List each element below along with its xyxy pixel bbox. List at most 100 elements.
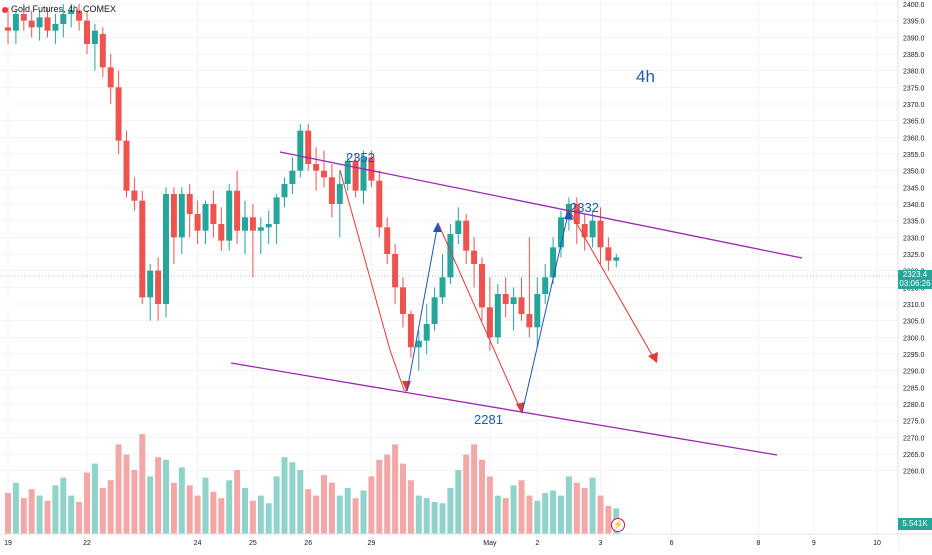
volume-bar — [107, 480, 114, 534]
candle-body — [178, 194, 185, 238]
volume-bar — [479, 459, 485, 534]
volume-bar — [234, 470, 241, 534]
candle-body — [518, 297, 525, 314]
price-tick-label: 2275.0 — [903, 419, 925, 426]
candle-body — [194, 214, 201, 231]
time-axis-panel[interactable] — [0, 534, 898, 550]
status-dot-icon — [2, 6, 8, 13]
symbol-header[interactable]: Gold Futures, 4h, COMEX — [2, 4, 116, 14]
price-tick-label: 2260.0 — [903, 469, 925, 476]
candle-body — [139, 200, 146, 298]
bolt-icon[interactable]: ⚡ — [611, 518, 625, 532]
volume-bar — [463, 454, 470, 534]
price-tick-label: 2285.0 — [903, 385, 925, 392]
candle-body — [273, 197, 280, 224]
candle-body — [99, 34, 106, 68]
volume-bar — [147, 476, 154, 534]
down-arrow-path-1[interactable] — [339, 169, 408, 392]
volume-bar — [297, 470, 304, 534]
volume-bar — [289, 462, 296, 534]
candles — [5, 4, 620, 371]
price-tick-label: 2330.0 — [903, 235, 925, 242]
volume-bar — [605, 505, 612, 534]
volume-bar — [352, 498, 359, 534]
candle-body — [447, 234, 454, 278]
candle-body — [550, 247, 557, 278]
candle-body — [439, 277, 446, 298]
candle-body — [352, 160, 359, 191]
last-price-tag: 2323.4 03:06:26 — [898, 270, 932, 289]
channel-lower-line[interactable] — [230, 362, 778, 456]
candle-body — [360, 157, 367, 191]
price-tick-label: 2290.0 — [903, 369, 925, 376]
price-axis-panel[interactable] — [898, 0, 932, 534]
volume-bar — [502, 498, 509, 534]
candle-body — [123, 140, 130, 191]
candle-body — [249, 217, 256, 231]
candle-body — [526, 314, 533, 328]
volume-bar — [210, 491, 217, 534]
volume-bar — [407, 480, 414, 534]
candle-body — [336, 184, 343, 204]
candle-body — [479, 264, 485, 308]
volume-bar — [597, 495, 604, 534]
time-tick-label: May — [483, 540, 497, 547]
volume-bar — [60, 477, 67, 534]
volume-bar — [550, 490, 557, 534]
volume-bar — [368, 476, 375, 534]
candle-body — [589, 220, 596, 238]
last-price-value: 2323.4 — [902, 270, 928, 279]
volume-bar — [313, 495, 320, 534]
volume-bar — [265, 503, 272, 534]
arrowhead-down-3 — [648, 352, 658, 363]
volume-bar — [163, 459, 169, 534]
volume-bar — [573, 482, 580, 534]
time-tick-label: 2 — [535, 540, 539, 547]
candle-body — [415, 340, 422, 348]
volume-tag: 5.541K — [898, 518, 932, 530]
candle-body — [613, 257, 620, 261]
price-tick-label: 2365.0 — [903, 119, 925, 126]
candle-body — [463, 220, 470, 251]
volume-bar — [178, 467, 185, 534]
price-tick-label: 2305.0 — [903, 319, 925, 326]
up-arrow-path-1[interactable] — [406, 222, 439, 392]
price-tick-label: 2335.0 — [903, 219, 925, 226]
candle-body — [265, 224, 272, 228]
candle-body — [5, 27, 11, 31]
candle-body — [210, 204, 217, 224]
candle-body — [305, 130, 312, 164]
price-tick-label: 2375.0 — [903, 85, 925, 92]
volume-bar — [115, 444, 122, 534]
volume-bar — [376, 459, 383, 534]
bar-countdown: 03:06:26 — [899, 279, 931, 288]
time-tick-label: 24 — [194, 540, 202, 547]
channel-upper-line[interactable] — [279, 151, 803, 259]
price-tick-label: 2310.0 — [903, 302, 925, 309]
down-arrow-path-3[interactable] — [568, 209, 657, 363]
candle-body — [542, 277, 549, 294]
volume-bar — [28, 489, 35, 534]
volume-bar — [384, 454, 391, 534]
candle-body — [344, 160, 351, 184]
drawing-layer[interactable]: 2352 2332 2281 4h — [230, 67, 803, 456]
volume-bar — [589, 477, 596, 534]
volume-bar — [202, 477, 209, 534]
candle-body — [91, 30, 98, 44]
volume-bar — [36, 495, 43, 534]
down-arrow-path-2[interactable] — [437, 222, 523, 414]
up-arrow-path-2[interactable] — [521, 209, 570, 414]
price-tick-label: 2395.0 — [903, 19, 925, 26]
volume-bar — [565, 476, 572, 534]
time-tick-label: 6 — [670, 540, 674, 547]
candle-body — [12, 14, 19, 31]
volume-bar — [526, 495, 533, 534]
volume-bar — [328, 482, 335, 534]
volume-bar — [400, 463, 406, 534]
price-tick-label: 2355.0 — [903, 152, 925, 159]
volume-bar — [52, 485, 59, 534]
candle-body — [107, 67, 114, 88]
price-tick-label: 2300.0 — [903, 335, 925, 342]
